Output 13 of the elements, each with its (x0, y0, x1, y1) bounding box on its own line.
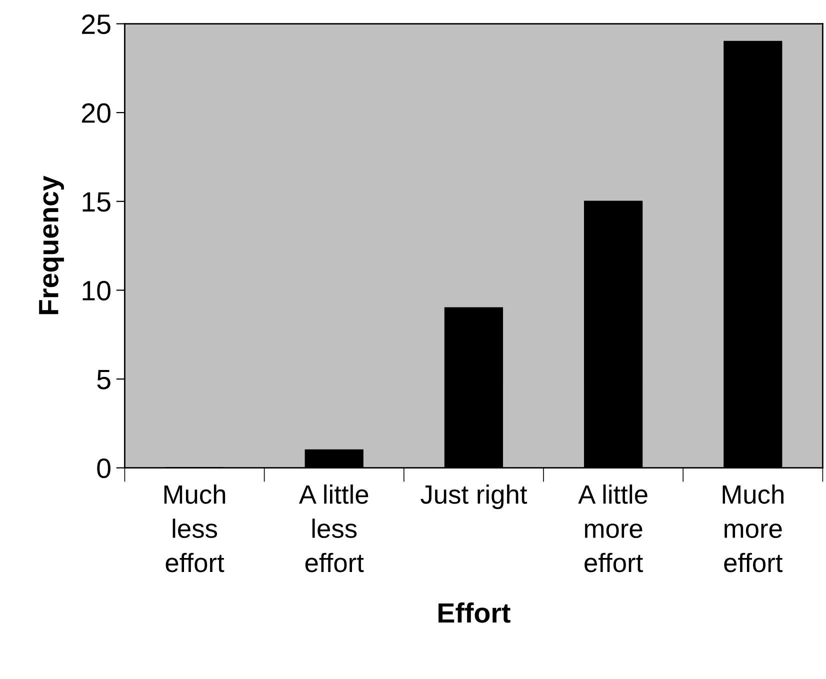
y-axis-title: Frequency (39, 176, 64, 314)
y-tick-label: 20 (82, 103, 110, 123)
x-tick-label: A little less effort (298, 484, 368, 572)
y-tick-label: 25 (82, 14, 110, 34)
y-tick-label: 5 (97, 370, 110, 390)
x-axis-title: Effort (438, 602, 510, 623)
y-tick-label: 10 (82, 280, 110, 301)
x-tick-label: Just right (420, 484, 528, 510)
y-tick-label: 15 (82, 192, 110, 212)
x-tick-label: Much less effort (164, 484, 226, 572)
y-tick-label: 0 (97, 458, 110, 478)
x-tick-label: Much more effort (722, 484, 784, 572)
x-tick-label: A little more effort (578, 484, 648, 572)
